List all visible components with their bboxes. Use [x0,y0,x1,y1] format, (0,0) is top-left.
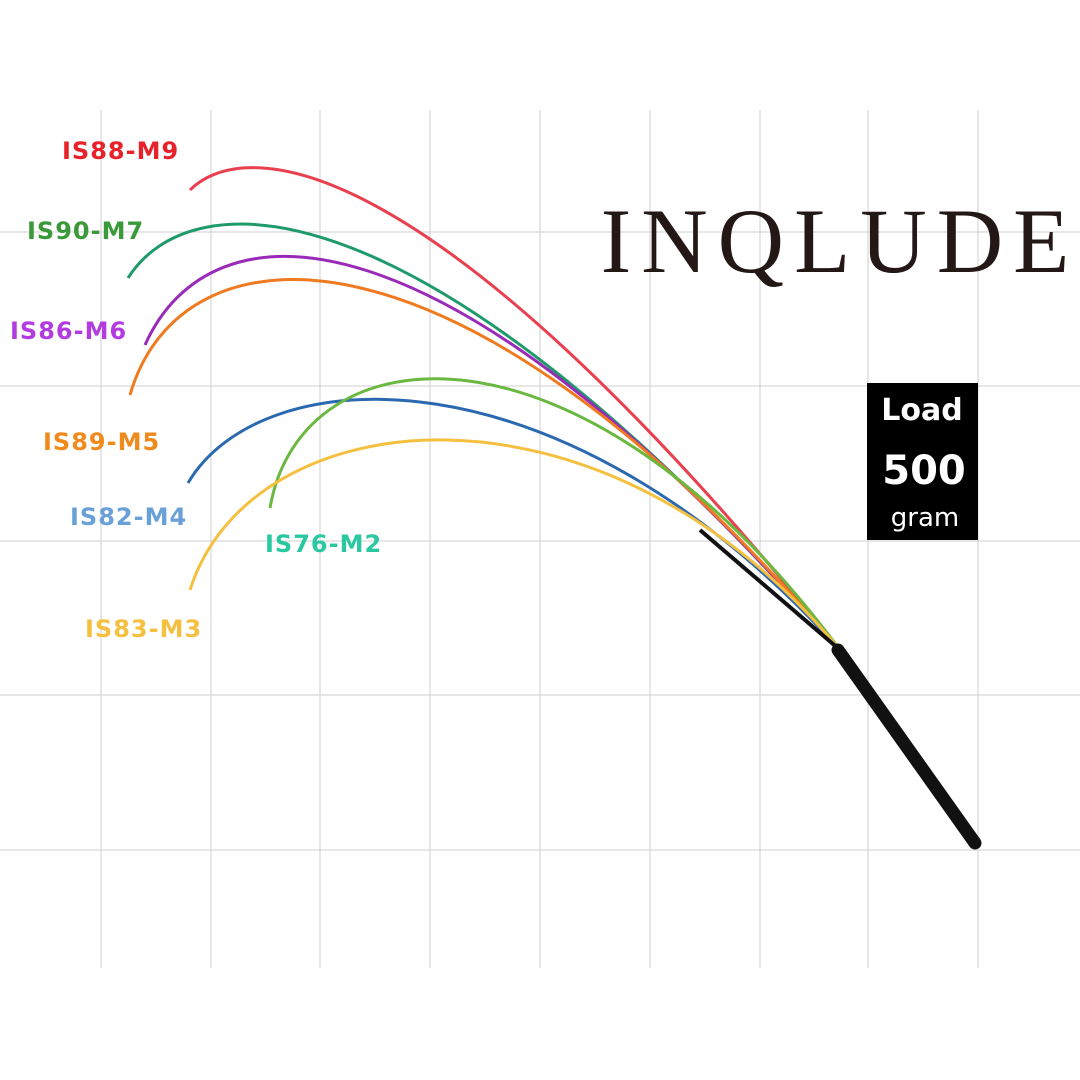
rod-label: IS89-M5 [43,428,160,456]
rod-handle [831,643,982,850]
brand-title: INQLUDE [601,190,1080,292]
rod-curve [188,438,842,651]
rod-butt-section [698,528,842,652]
rod-label: IS83-M3 [85,615,202,643]
rod-label: IS86-M6 [10,317,127,345]
rod-labels: IS88-M9 IS90-M7 IS86-M6 IS89-M5 IS82-M4 IS76-… [10,137,382,643]
rod-curve [188,166,842,651]
rod-curve [128,278,842,651]
load-box [867,383,978,540]
load-unit: gram [891,503,959,533]
rod-label: IS76-M2 [265,530,382,558]
load-label: Load [881,393,962,428]
rod-curve [143,254,842,651]
rod-label: IS88-M9 [62,137,179,165]
load-value: 500 [882,448,966,494]
rod-curves [126,166,842,652]
rod-label: IS90-M7 [27,217,144,245]
grid [0,110,1080,968]
rod-curve [268,377,842,651]
rod-curve [186,397,842,652]
rod-label: IS82-M4 [70,503,187,531]
